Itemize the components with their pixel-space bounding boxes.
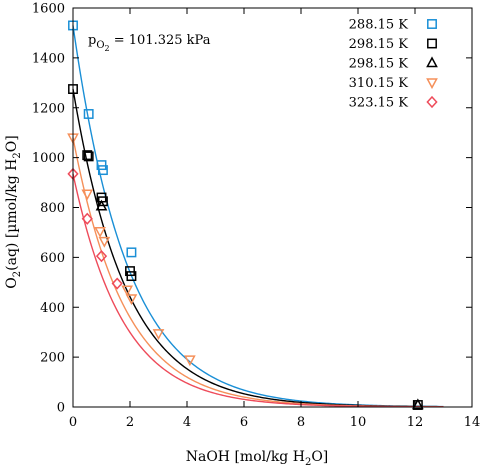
data-point [95, 250, 108, 263]
y-tick-label: 600 [40, 251, 65, 266]
annotation-value: = 101.325 kPa [110, 33, 211, 48]
y-label-mid: (aq) [µmol/kg H [4, 159, 20, 271]
legend-marker [426, 78, 438, 90]
x-tick-label: 6 [240, 415, 248, 430]
x-tick-label: 2 [126, 415, 134, 430]
data-point [98, 236, 111, 248]
annotation-2: 2 [105, 44, 110, 53]
data-point [94, 226, 106, 238]
fit-curve [72, 173, 444, 408]
y-label-main: O [4, 277, 20, 288]
legend-marker [427, 38, 437, 49]
y-tick-label: 200 [40, 351, 65, 366]
data-point [83, 109, 94, 119]
legend-marker [426, 95, 438, 109]
x-axis-label: NaOH [mol/kg H2O] [186, 449, 329, 468]
data-point [183, 355, 196, 367]
y-tick-label: 1600 [32, 2, 65, 17]
data-point [96, 160, 107, 171]
legend-label: 298.15 K [349, 37, 409, 52]
data-point [121, 285, 134, 297]
y-tick-label: 1400 [32, 51, 65, 66]
x-tick-label: 4 [183, 415, 191, 430]
y-label-sub1: 2 [12, 271, 23, 277]
data-point [126, 247, 137, 258]
x-tick-label: 0 [69, 415, 77, 430]
data-point [97, 196, 108, 207]
y-tick-label: 800 [40, 201, 65, 216]
legend-label: 310.15 K [349, 76, 409, 91]
x-tick-label: 12 [407, 415, 424, 430]
x-tick-label: 10 [350, 415, 367, 430]
pressure-annotation: pO2 = 101.325 kPa [88, 33, 211, 53]
annotation-o: O [96, 40, 104, 51]
legend: 288.15 K 298.15 K 298.15 K 310.15 K 323.15 K [349, 18, 438, 111]
plot-frame [72, 7, 473, 408]
y-label-end: O] [4, 135, 20, 152]
y-axis-label: O2(aq) [µmol/kg H2O] [4, 135, 23, 288]
data-point [82, 150, 93, 161]
x-label-end: O] [311, 449, 328, 465]
y-tick-label: 1000 [32, 151, 65, 166]
legend-label: 288.15 K [349, 18, 409, 33]
data-point [126, 271, 137, 282]
data-point [81, 189, 94, 201]
x-tick-labels: 0 2 4 6 8 10 12 14 [69, 415, 480, 430]
data-point [111, 277, 123, 290]
data-point [95, 199, 108, 211]
annotation-p: p [88, 33, 96, 48]
y-tick-label: 0 [57, 401, 65, 416]
y-label-sub2: 2 [12, 152, 23, 158]
y-tick-label: 1200 [32, 101, 65, 116]
data-point [152, 329, 165, 341]
data-point [81, 212, 93, 225]
y-tick-label: 400 [40, 301, 65, 316]
axis-ticks [72, 7, 473, 408]
x-label-main: NaOH [mol/kg H [186, 449, 305, 465]
legend-label: 298.15 K [349, 57, 409, 72]
data-point [83, 151, 94, 162]
data-point [411, 398, 424, 410]
x-tick-label: 8 [297, 415, 305, 430]
y-tick-labels: 0 200 400 600 800 1000 1200 1400 1600 [32, 2, 65, 416]
data-point [125, 294, 138, 306]
x-tick-label: 14 [464, 415, 481, 430]
data-point [125, 266, 135, 277]
x-label-sub: 2 [305, 457, 311, 468]
legend-label: 323.15 K [349, 96, 409, 111]
legend-marker [427, 19, 437, 29]
legend-marker [426, 56, 438, 68]
data-point [97, 165, 108, 176]
